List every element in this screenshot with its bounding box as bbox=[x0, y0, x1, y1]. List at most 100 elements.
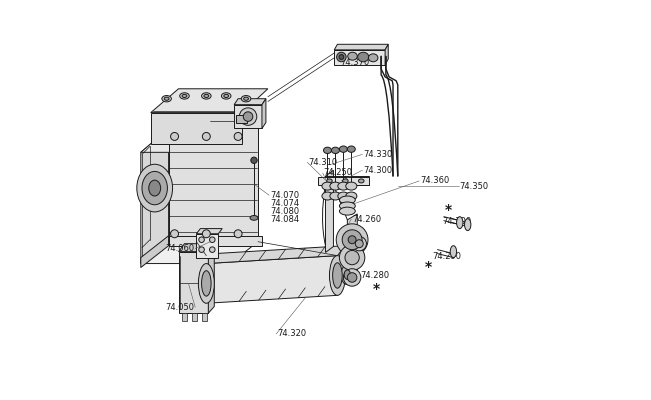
Polygon shape bbox=[182, 313, 187, 321]
Ellipse shape bbox=[345, 250, 359, 265]
Ellipse shape bbox=[348, 52, 357, 60]
Ellipse shape bbox=[339, 196, 355, 204]
Polygon shape bbox=[318, 177, 369, 185]
Ellipse shape bbox=[357, 52, 369, 62]
Ellipse shape bbox=[346, 192, 357, 200]
Text: *: * bbox=[373, 282, 380, 296]
Polygon shape bbox=[334, 50, 385, 65]
Ellipse shape bbox=[465, 219, 471, 230]
Text: 74.080: 74.080 bbox=[271, 207, 300, 216]
Polygon shape bbox=[234, 99, 266, 105]
Text: 74.330: 74.330 bbox=[363, 150, 393, 159]
Polygon shape bbox=[197, 234, 218, 258]
Ellipse shape bbox=[336, 224, 368, 256]
Ellipse shape bbox=[162, 96, 171, 102]
Ellipse shape bbox=[164, 97, 169, 100]
Ellipse shape bbox=[234, 230, 242, 238]
Ellipse shape bbox=[450, 246, 456, 258]
Polygon shape bbox=[178, 244, 214, 252]
Text: 74.300: 74.300 bbox=[363, 166, 393, 175]
Ellipse shape bbox=[250, 216, 258, 220]
Ellipse shape bbox=[331, 147, 339, 154]
Ellipse shape bbox=[333, 263, 342, 288]
Ellipse shape bbox=[180, 93, 189, 99]
Ellipse shape bbox=[327, 179, 332, 183]
Text: 74.060: 74.060 bbox=[165, 244, 195, 253]
Ellipse shape bbox=[348, 273, 357, 282]
Polygon shape bbox=[151, 89, 268, 113]
Polygon shape bbox=[193, 313, 197, 321]
Ellipse shape bbox=[346, 182, 357, 190]
Polygon shape bbox=[141, 236, 169, 268]
Text: 74.260: 74.260 bbox=[352, 214, 381, 224]
Ellipse shape bbox=[339, 245, 365, 270]
Text: 74.290: 74.290 bbox=[433, 252, 462, 261]
Ellipse shape bbox=[234, 132, 242, 140]
Ellipse shape bbox=[342, 230, 362, 250]
Ellipse shape bbox=[202, 132, 210, 140]
Ellipse shape bbox=[221, 93, 231, 99]
Ellipse shape bbox=[243, 112, 253, 121]
Ellipse shape bbox=[338, 192, 349, 200]
Polygon shape bbox=[206, 256, 337, 303]
Text: 74.310: 74.310 bbox=[308, 158, 337, 167]
Polygon shape bbox=[178, 252, 208, 313]
Text: 74.300: 74.300 bbox=[442, 217, 471, 226]
Polygon shape bbox=[141, 242, 258, 264]
Ellipse shape bbox=[199, 264, 214, 303]
Ellipse shape bbox=[348, 236, 356, 244]
Ellipse shape bbox=[330, 182, 341, 190]
Text: 74.050: 74.050 bbox=[165, 303, 195, 312]
Polygon shape bbox=[326, 170, 333, 252]
Ellipse shape bbox=[337, 52, 346, 62]
Ellipse shape bbox=[338, 182, 349, 190]
Polygon shape bbox=[151, 113, 242, 144]
Ellipse shape bbox=[243, 97, 249, 100]
Text: 74.250: 74.250 bbox=[324, 168, 352, 178]
Polygon shape bbox=[262, 99, 266, 128]
Text: 74.360: 74.360 bbox=[420, 176, 449, 186]
Ellipse shape bbox=[199, 237, 204, 242]
Polygon shape bbox=[206, 246, 346, 264]
Ellipse shape bbox=[339, 55, 344, 59]
Polygon shape bbox=[141, 128, 258, 152]
Ellipse shape bbox=[368, 54, 378, 62]
Ellipse shape bbox=[355, 240, 363, 248]
Ellipse shape bbox=[343, 269, 361, 286]
Polygon shape bbox=[385, 44, 388, 65]
Ellipse shape bbox=[352, 236, 367, 251]
Text: *: * bbox=[444, 203, 451, 217]
Polygon shape bbox=[169, 128, 258, 242]
Ellipse shape bbox=[204, 94, 209, 98]
Ellipse shape bbox=[322, 182, 333, 190]
Ellipse shape bbox=[251, 157, 257, 164]
Ellipse shape bbox=[202, 93, 211, 99]
Ellipse shape bbox=[342, 179, 348, 183]
Ellipse shape bbox=[242, 96, 251, 102]
Ellipse shape bbox=[456, 217, 463, 228]
Text: 74.350: 74.350 bbox=[460, 182, 489, 190]
Text: *: * bbox=[424, 260, 432, 274]
Polygon shape bbox=[208, 244, 214, 313]
Ellipse shape bbox=[330, 192, 341, 200]
Ellipse shape bbox=[339, 146, 348, 152]
Polygon shape bbox=[334, 44, 388, 50]
Polygon shape bbox=[169, 236, 262, 246]
Ellipse shape bbox=[137, 164, 173, 212]
Ellipse shape bbox=[359, 179, 364, 183]
Ellipse shape bbox=[322, 192, 333, 200]
Ellipse shape bbox=[339, 207, 355, 215]
Text: 74.084: 74.084 bbox=[271, 214, 300, 224]
Ellipse shape bbox=[182, 94, 187, 98]
Ellipse shape bbox=[344, 270, 350, 280]
Ellipse shape bbox=[171, 132, 178, 140]
Polygon shape bbox=[202, 313, 207, 321]
Ellipse shape bbox=[329, 256, 346, 295]
Ellipse shape bbox=[202, 230, 210, 238]
Polygon shape bbox=[348, 214, 357, 282]
Ellipse shape bbox=[210, 237, 215, 242]
Ellipse shape bbox=[348, 146, 355, 152]
Polygon shape bbox=[234, 105, 262, 128]
Text: 74.370: 74.370 bbox=[340, 58, 369, 68]
Ellipse shape bbox=[339, 202, 355, 210]
